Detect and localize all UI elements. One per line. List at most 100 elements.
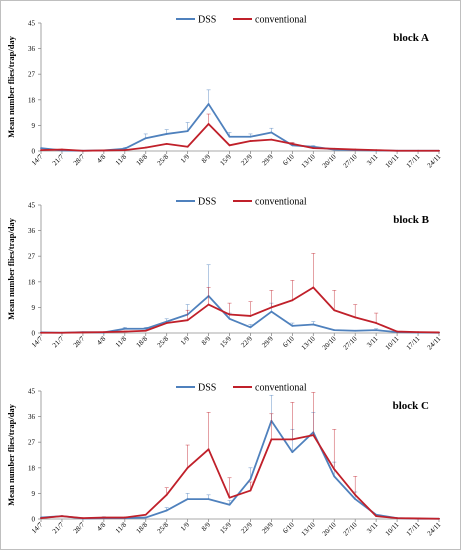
data-point	[354, 329, 357, 332]
data-point	[186, 145, 189, 148]
data-point	[165, 133, 168, 135]
y-tick-label: 45	[28, 202, 36, 210]
data-point	[123, 330, 126, 333]
data-point	[165, 322, 168, 324]
data-point	[40, 517, 42, 520]
series-line	[41, 286, 440, 334]
x-tick-label: 3/11	[365, 520, 380, 535]
x-tick-label: 10/11	[384, 520, 401, 537]
data-point	[354, 493, 357, 496]
data-point	[249, 315, 252, 317]
x-tick-label: 25/8	[156, 520, 171, 535]
x-tick-label: 21/7	[51, 334, 66, 349]
x-tick-label: 8/9	[200, 334, 212, 346]
data-point	[40, 331, 42, 334]
y-axis-label: Mean number flies/trap/day	[6, 35, 16, 138]
data-point	[438, 149, 440, 152]
data-point	[207, 498, 210, 500]
y-axis-label: Mean number flies/trap/day	[6, 403, 16, 506]
data-point	[333, 468, 336, 471]
data-point	[312, 147, 315, 150]
y-tick-label: 18	[28, 278, 36, 286]
x-tick-label: 4/8	[95, 520, 107, 532]
data-point	[270, 131, 273, 134]
data-point	[438, 517, 440, 520]
data-point	[81, 517, 84, 520]
data-point	[102, 149, 105, 152]
x-tick-label: 11/8	[114, 152, 129, 167]
y-tick-label: 27	[28, 71, 36, 79]
data-point	[61, 331, 63, 334]
y-tick-label: 18	[28, 96, 36, 104]
data-point	[228, 313, 231, 316]
data-point	[396, 149, 399, 152]
y-tick-label: 9	[32, 304, 36, 312]
x-tick-label: 21/7	[51, 152, 66, 167]
data-point	[102, 331, 105, 334]
series-1	[40, 113, 440, 152]
data-point	[228, 135, 231, 138]
data-point	[312, 323, 315, 326]
data-point	[165, 142, 168, 145]
x-tick-label: 27/10	[342, 520, 359, 537]
y-tick-label: 36	[28, 227, 36, 235]
series-0	[40, 394, 440, 520]
x-tick-label: 3/11	[365, 334, 380, 349]
data-point	[81, 331, 84, 334]
data-point	[144, 513, 147, 516]
data-point	[144, 516, 147, 519]
data-point	[207, 103, 210, 105]
data-point	[312, 286, 315, 289]
x-tick-label: 1/9	[179, 520, 191, 532]
x-tick-label: 20/10	[321, 152, 338, 169]
data-point	[396, 330, 399, 333]
legend-label: DSS	[198, 197, 216, 208]
x-tick-label: 28/7	[72, 152, 87, 167]
data-point	[123, 516, 126, 519]
data-point	[249, 140, 252, 142]
data-point	[291, 451, 294, 454]
data-point	[186, 498, 189, 500]
data-point	[61, 515, 63, 518]
data-point	[228, 496, 231, 499]
data-point	[270, 438, 273, 441]
data-point	[270, 306, 273, 309]
y-axis-label: Mean number flies/trap/day	[6, 217, 16, 320]
data-point	[270, 138, 273, 141]
data-point	[375, 515, 378, 518]
series-1	[40, 253, 440, 334]
data-point	[396, 517, 399, 520]
series-1	[40, 392, 440, 520]
data-point	[144, 329, 147, 332]
data-point	[165, 493, 168, 496]
data-point	[186, 319, 189, 322]
x-tick-label: 22/9	[239, 152, 254, 167]
data-point	[291, 142, 294, 145]
x-tick-label: 17/11	[405, 334, 422, 351]
x-tick-label: 28/7	[72, 520, 87, 535]
data-point	[249, 489, 252, 492]
data-point	[375, 322, 378, 324]
x-tick-label: 20/10	[321, 520, 338, 537]
data-point	[144, 137, 147, 140]
x-tick-label: 24/11	[426, 152, 443, 169]
data-point	[249, 326, 252, 329]
data-point	[312, 434, 315, 436]
data-point	[333, 309, 336, 312]
x-tick-label: 10/11	[384, 334, 401, 351]
x-tick-label: 20/10	[321, 334, 338, 351]
x-tick-label: 29/9	[260, 520, 275, 535]
x-tick-label: 25/8	[156, 152, 171, 167]
data-point	[207, 303, 210, 306]
x-tick-label: 1/9	[179, 152, 191, 164]
y-tick-label: 0	[32, 330, 36, 338]
data-point	[438, 331, 440, 334]
legend-label: conventional	[255, 383, 307, 394]
legend-label: DSS	[198, 383, 216, 394]
x-tick-label: 1/9	[179, 334, 191, 346]
data-point	[375, 329, 378, 332]
data-point	[417, 149, 419, 152]
